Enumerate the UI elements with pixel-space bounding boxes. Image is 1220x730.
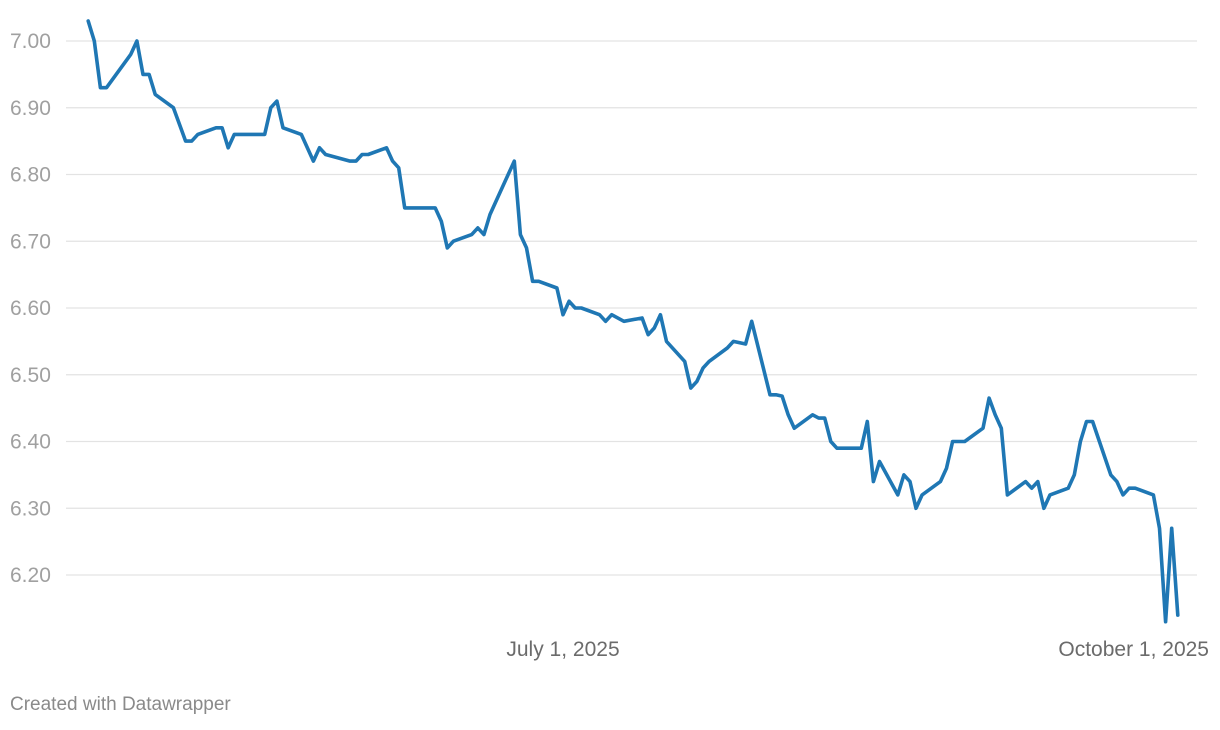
x-tick-label: July 1, 2025 (506, 638, 619, 661)
gridlines (66, 40, 1197, 576)
x-tick-label: October 1, 2025 (1058, 638, 1209, 661)
y-tick-label: 6.30 (10, 497, 51, 520)
y-axis-tick-labels: 7.00 6.90 6.80 6.70 6.60 6.50 6.40 6.30 6.20 (10, 30, 51, 587)
line-chart: 7.00 6.90 6.80 6.70 6.60 6.50 6.40 6.30 6.20 Jul… (10, 19, 1209, 661)
y-tick-label: 7.00 (10, 30, 51, 53)
y-tick-label: 6.70 (10, 230, 51, 253)
y-tick-label: 6.20 (10, 564, 51, 587)
y-tick-label: 6.40 (10, 431, 51, 454)
y-tick-label: 6.50 (10, 364, 51, 387)
x-axis-tick-labels: July 1, 2025 October 1, 2025 (506, 638, 1209, 661)
y-tick-label: 6.80 (10, 164, 51, 187)
y-tick-label: 6.60 (10, 297, 51, 320)
y-tick-label: 6.90 (10, 97, 51, 120)
datawrapper-credit: Created with Datawrapper (10, 694, 231, 715)
series-line (86, 19, 1180, 624)
